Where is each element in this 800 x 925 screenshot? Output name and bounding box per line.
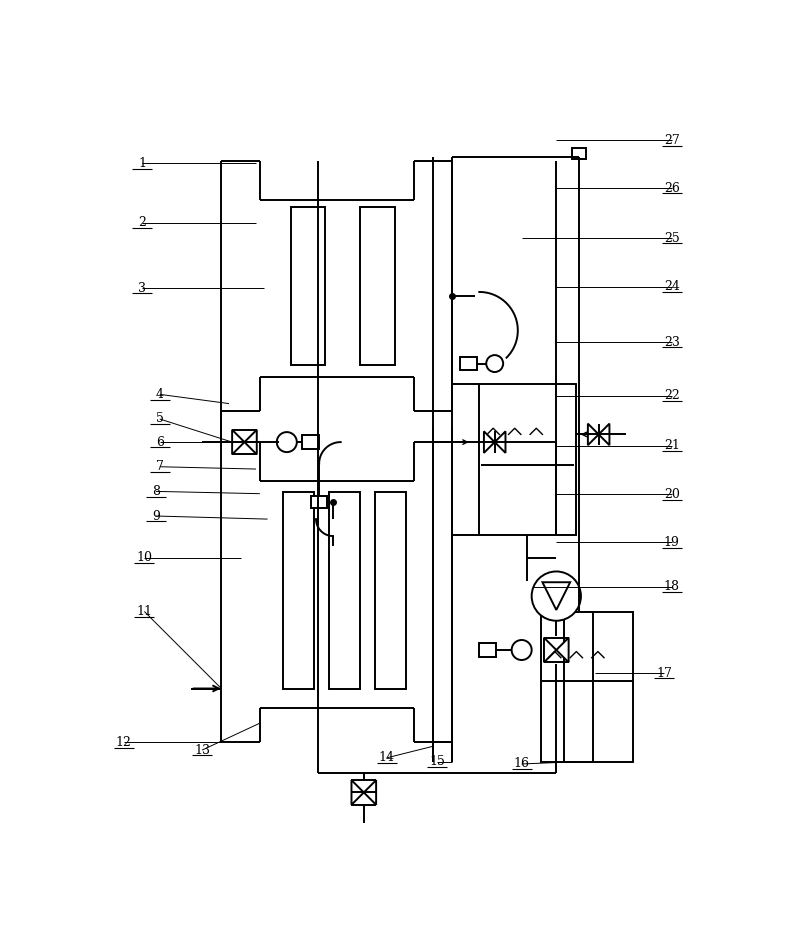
- Text: 1: 1: [138, 157, 146, 170]
- Bar: [302, 435, 319, 449]
- Bar: [564, 611, 594, 761]
- Polygon shape: [556, 637, 569, 662]
- Circle shape: [532, 572, 581, 621]
- Bar: [479, 385, 575, 535]
- Text: 6: 6: [156, 436, 164, 449]
- Polygon shape: [588, 424, 598, 445]
- Text: 14: 14: [379, 751, 395, 764]
- Text: 19: 19: [664, 536, 680, 549]
- Text: 11: 11: [136, 605, 152, 618]
- Polygon shape: [542, 582, 570, 610]
- Text: 26: 26: [664, 181, 680, 194]
- Polygon shape: [494, 431, 506, 453]
- Bar: [479, 643, 496, 657]
- Text: 21: 21: [664, 439, 680, 452]
- Circle shape: [277, 432, 297, 452]
- Text: 15: 15: [429, 755, 445, 768]
- Bar: [460, 357, 477, 370]
- Bar: [541, 611, 634, 761]
- Text: 25: 25: [664, 231, 680, 244]
- Bar: [283, 492, 314, 688]
- Polygon shape: [245, 430, 257, 454]
- Text: 22: 22: [664, 389, 680, 402]
- Polygon shape: [544, 637, 556, 662]
- Text: 17: 17: [656, 667, 672, 680]
- Text: 24: 24: [664, 280, 680, 293]
- Text: 18: 18: [664, 580, 680, 593]
- Text: 2: 2: [138, 216, 146, 229]
- Text: 9: 9: [152, 510, 160, 523]
- Polygon shape: [232, 430, 245, 454]
- Text: 20: 20: [664, 488, 680, 501]
- Circle shape: [512, 640, 532, 660]
- Circle shape: [486, 355, 503, 372]
- Polygon shape: [351, 780, 364, 805]
- Text: 7: 7: [156, 461, 164, 474]
- Bar: [290, 207, 326, 365]
- Polygon shape: [364, 780, 376, 805]
- Text: 5: 5: [156, 413, 164, 426]
- Text: 4: 4: [156, 388, 164, 401]
- Bar: [360, 207, 394, 365]
- Text: 8: 8: [152, 485, 160, 498]
- Polygon shape: [598, 424, 610, 445]
- Text: 10: 10: [136, 551, 152, 564]
- Bar: [573, 148, 586, 159]
- Text: 16: 16: [514, 758, 530, 771]
- Text: 3: 3: [138, 281, 146, 294]
- Polygon shape: [484, 431, 494, 453]
- Bar: [329, 492, 360, 688]
- Bar: [375, 492, 406, 688]
- Text: 27: 27: [664, 134, 680, 147]
- Bar: [311, 496, 327, 508]
- Text: 23: 23: [664, 336, 680, 349]
- Text: 13: 13: [194, 744, 210, 757]
- Text: 12: 12: [116, 736, 131, 749]
